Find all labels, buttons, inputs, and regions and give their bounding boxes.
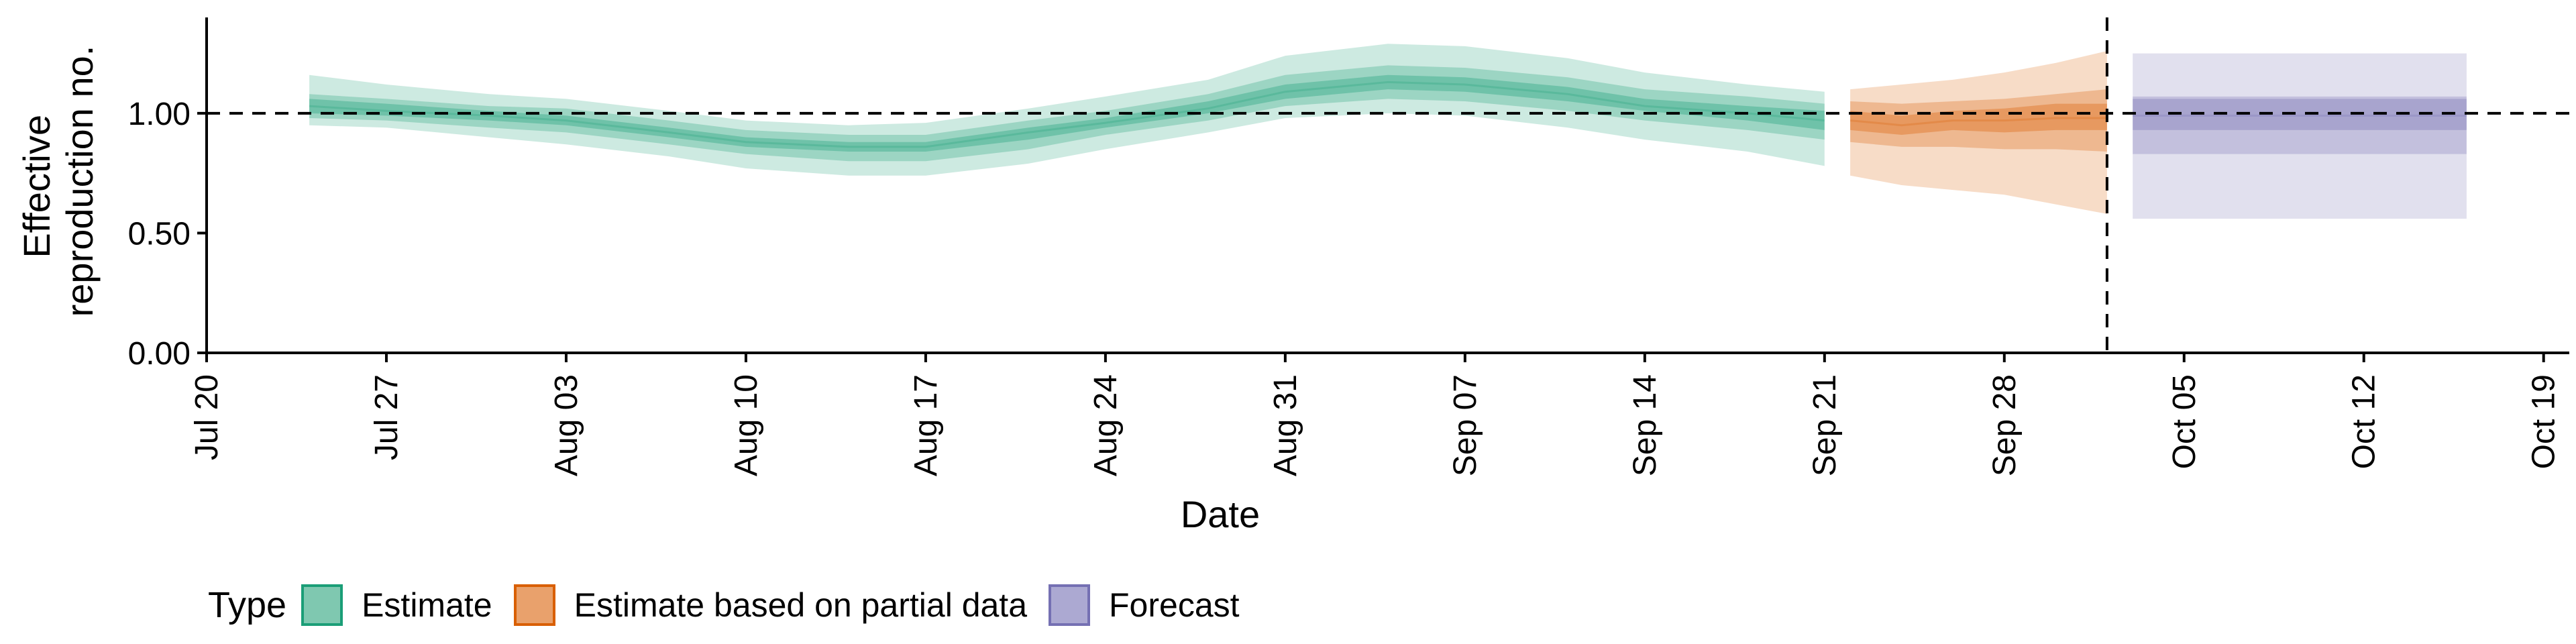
ribbon-forecast-50 [2133, 96, 2467, 154]
legend-key-estimate [301, 584, 343, 626]
y-tick-label: 1.00 [128, 97, 191, 132]
legend-title: Type [208, 585, 287, 625]
y-tick-label: 0.50 [128, 216, 191, 252]
x-tick-label: Sep 21 [1807, 374, 1843, 476]
y-axis-title-line-1: Effective [15, 115, 58, 258]
ribbon-forecast-20 [2133, 99, 2467, 130]
x-tick-label: Jul 27 [369, 374, 405, 460]
x-tick-label: Aug 10 [729, 374, 764, 476]
ribbon-estimate-based-on-partial-data-50 [1850, 89, 2107, 152]
legend-label-partial: Estimate based on partial data [574, 586, 1028, 624]
x-tick-label: Sep 14 [1627, 374, 1663, 476]
y-axis-title-line-2: reproduction no. [58, 46, 101, 317]
x-tick-label: Oct 05 [2167, 374, 2202, 469]
ribbon-layer [309, 44, 2467, 219]
x-tick-label: Jul 20 [189, 374, 225, 460]
legend-item-forecast: Forecast [1049, 584, 1240, 626]
legend-key-partial [513, 584, 555, 626]
ribbon-estimate-20 [309, 74, 1825, 152]
x-tick-label: Aug 17 [908, 374, 944, 476]
x-axis-ticks: Jul 20 Jul 27 Aug 03 Aug 10 Aug 17 Aug 24 Aug … [189, 353, 2562, 476]
ribbon-estimate-90 [309, 44, 1825, 176]
median-line-estimate-based-on-partial-data [1849, 117, 2107, 127]
legend-key-forecast [1049, 584, 1091, 626]
x-tick-label: Aug 03 [549, 374, 584, 476]
legend: Type Estimate Estimate based on partial … [208, 578, 1261, 632]
x-tick-label: Oct 12 [2347, 374, 2382, 469]
y-axis-title: Effective reproduction no. [15, 46, 101, 317]
x-tick-label: Oct 19 [2526, 374, 2562, 469]
legend-item-estimate: Estimate [301, 584, 492, 626]
x-axis-title: Date [1181, 493, 1260, 535]
ribbon-estimate-based-on-partial-data-90 [1850, 51, 2107, 214]
y-tick-label: 0.00 [128, 336, 191, 372]
median-line-estimate [309, 80, 1825, 148]
ribbon-forecast-90 [2133, 53, 2467, 219]
x-tick-label: Aug 24 [1088, 374, 1124, 476]
ribbon-estimate-based-on-partial-data-20 [1850, 103, 2107, 135]
y-axis-ticks: 0.00 0.50 1.00 [128, 97, 207, 372]
legend-label-estimate: Estimate [362, 586, 492, 624]
x-tick-label: Sep 07 [1448, 374, 1483, 476]
x-tick-label: Sep 28 [1987, 374, 2023, 476]
legend-item-partial: Estimate based on partial data [513, 584, 1028, 626]
x-tick-label: Aug 31 [1268, 374, 1303, 476]
legend-label-forecast: Forecast [1109, 586, 1240, 624]
ribbon-estimate-50 [309, 65, 1825, 162]
